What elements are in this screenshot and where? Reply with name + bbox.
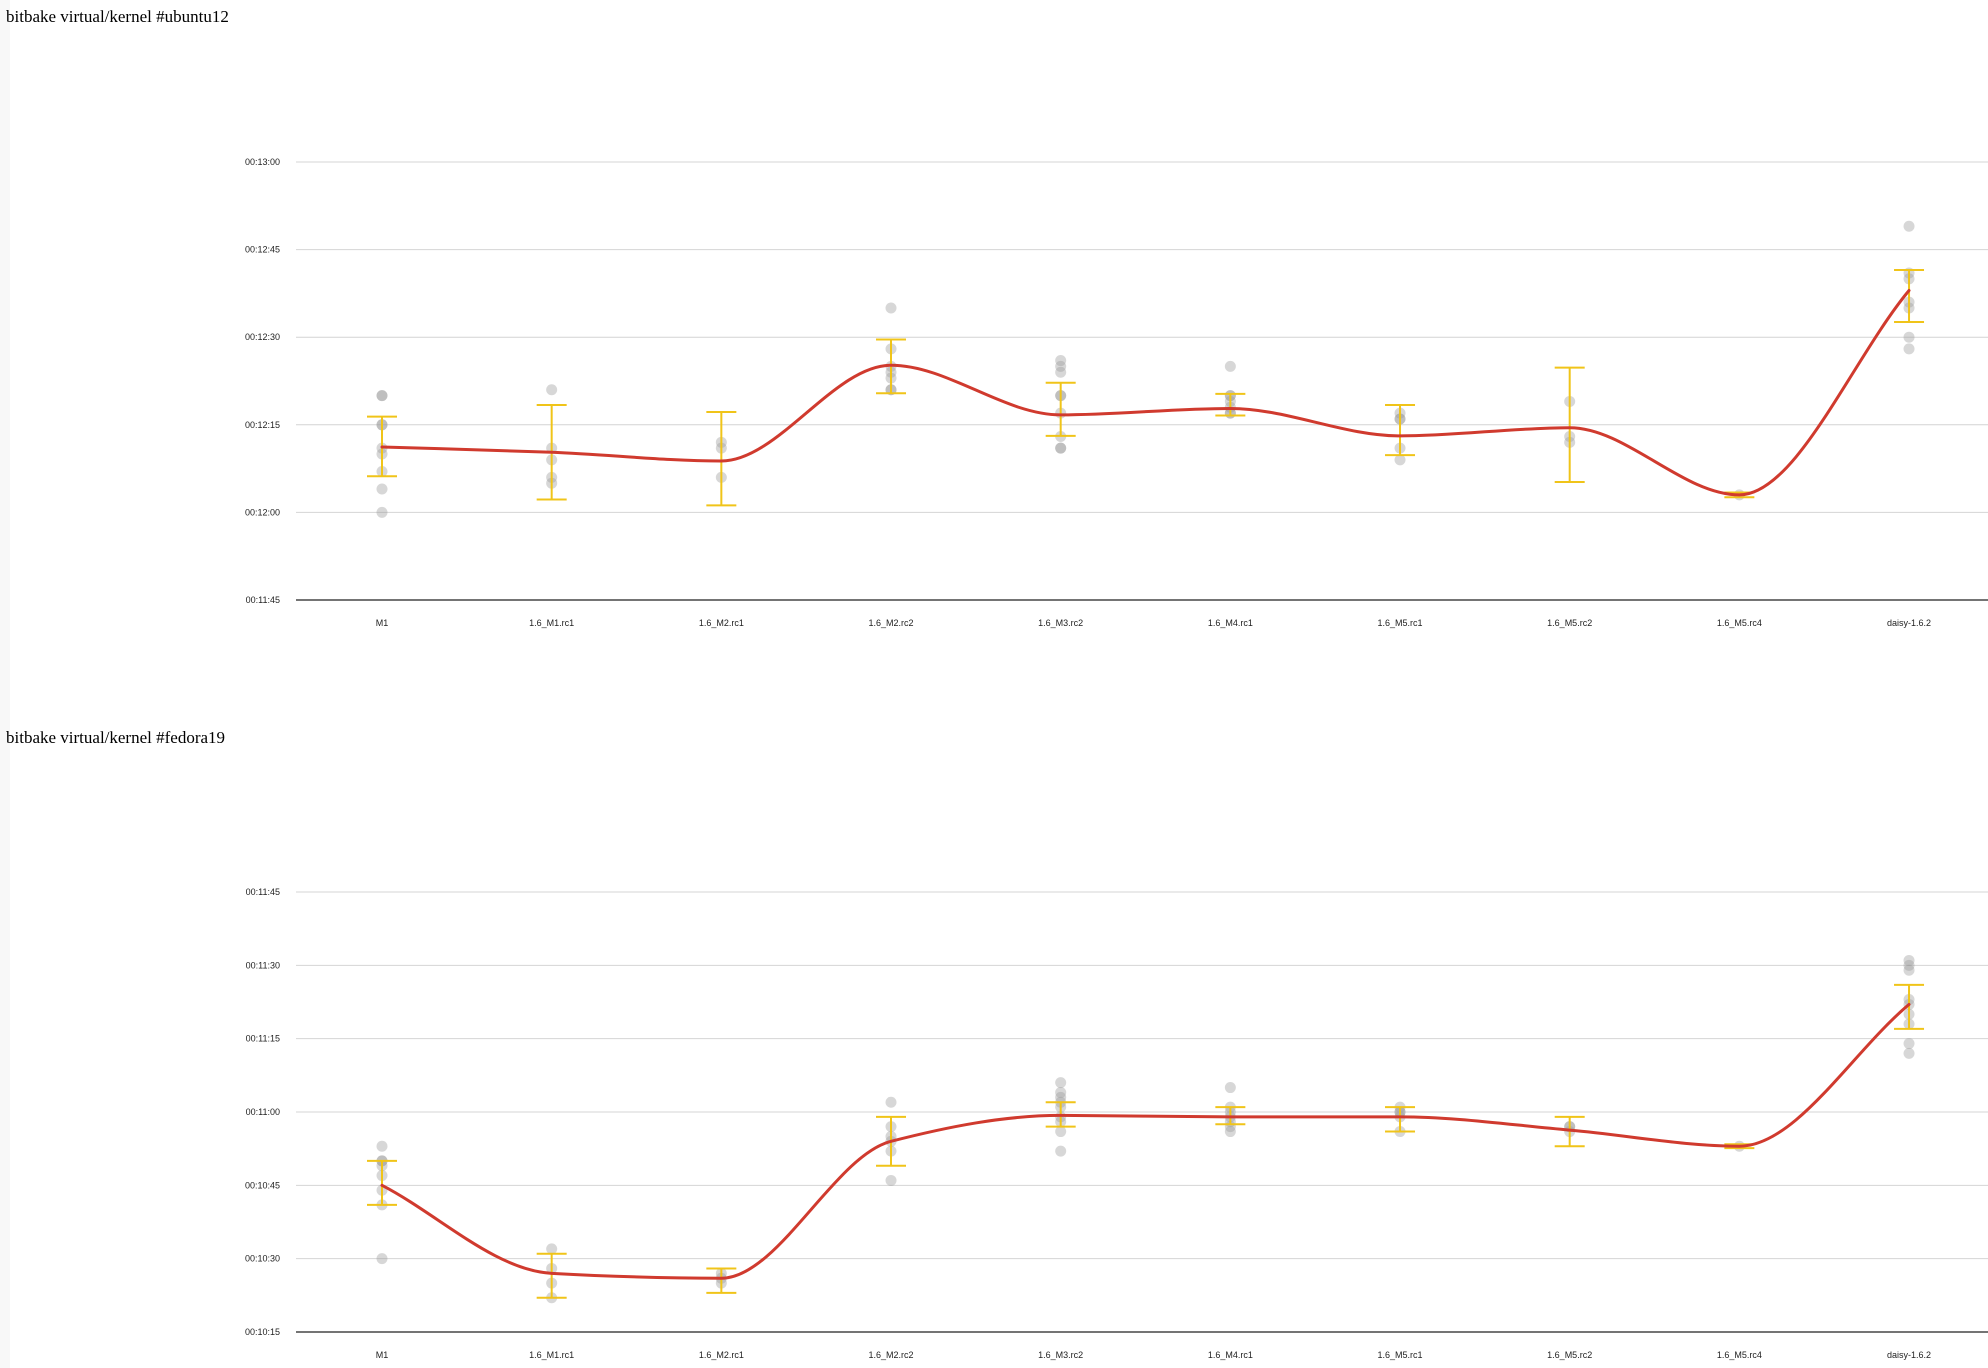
x-tick-label: 1.6_M5.rc2: [1547, 1350, 1592, 1360]
y-tick-label: 00:10:30: [245, 1254, 280, 1264]
sample-point: [376, 390, 388, 402]
sample-point: [1903, 959, 1915, 971]
x-tick-label: 1.6_M2.rc1: [699, 618, 744, 628]
sample-point: [1903, 343, 1915, 355]
sample-point: [1055, 360, 1067, 372]
error-bar: [536, 1252, 567, 1299]
y-tick-label: 00:10:45: [245, 1180, 280, 1190]
chart-title-fedora19: bitbake virtual/kernel #fedora19: [6, 728, 226, 747]
y-tick-label: 00:11:15: [246, 1034, 280, 1044]
sample-point: [546, 384, 558, 396]
sample-point: [1055, 366, 1067, 378]
sample-point: [1055, 442, 1067, 454]
y-tick-label: 00:12:15: [245, 420, 280, 430]
sample-point: [1224, 360, 1236, 372]
error-bar: [1215, 392, 1246, 417]
sample-point: [885, 1096, 897, 1108]
y-tick-label: 00:10:15: [245, 1327, 280, 1337]
y-tick-label: 00:11:45: [246, 887, 280, 897]
sample-point: [1055, 355, 1067, 367]
y-tick-label: 00:12:30: [245, 332, 280, 342]
chart-title-ubuntu12: bitbake virtual/kernel #ubuntu12: [6, 7, 229, 26]
sample-point: [376, 1253, 388, 1265]
error-bar: [367, 1159, 397, 1206]
x-tick-label: 1.6_M4.rc1: [1208, 1350, 1253, 1360]
mean-trend-line: [380, 1002, 1911, 1280]
page-left-strip: [0, 0, 10, 1368]
chart-ubuntu12: 00:11:45 00:12:00 00:12:15 00:12:30 00:12:45…: [245, 157, 1988, 628]
sample-point: [1055, 1145, 1067, 1157]
sample-point: [1903, 220, 1915, 232]
x-tick-label: 1.6_M1.rc1: [529, 618, 574, 628]
mean-trend-line: [380, 288, 1911, 497]
sample-point: [1055, 1126, 1067, 1138]
error-bar: [706, 1267, 737, 1294]
sample-point: [885, 1174, 897, 1186]
x-tick-label: 1.6_M5.rc1: [1378, 618, 1423, 628]
sample-point: [1394, 454, 1406, 466]
error-bar: [706, 410, 737, 507]
error-bar: [1385, 1106, 1416, 1133]
error-bar: [1554, 366, 1585, 484]
y-tick-label: 00:11:30: [246, 960, 280, 970]
error-bar: [1894, 269, 1925, 324]
sample-point: [1903, 964, 1915, 976]
x-tick-label: 1.6_M5.rc4: [1717, 618, 1762, 628]
error-bar: [1045, 381, 1076, 437]
x-tick-label: 1.6_M2.rc1: [699, 1350, 744, 1360]
x-tick-label: 1.6_M3.rc2: [1038, 618, 1083, 628]
error-bar: [1894, 983, 1925, 1030]
sample-point: [1903, 331, 1915, 343]
x-tick-label: 1.6_M5.rc4: [1717, 1350, 1762, 1360]
x-tick-label: 1.6_M1.rc1: [529, 1350, 574, 1360]
x-tick-label: 1.6_M5.rc1: [1378, 1350, 1423, 1360]
sample-point: [376, 1140, 388, 1152]
x-tick-label: 1.6_M5.rc2: [1547, 618, 1592, 628]
sample-point: [1903, 1047, 1915, 1059]
x-tick-label: 1.6_M2.rc2: [868, 618, 913, 628]
x-tick-label: daisy-1.6.2: [1887, 618, 1931, 628]
x-tick-label: 1.6_M3.rc2: [1038, 1350, 1083, 1360]
sample-point: [1903, 1038, 1915, 1050]
y-tick-label: 00:13:00: [245, 157, 280, 167]
sample-point: [376, 483, 388, 495]
x-tick-label: daisy-1.6.2: [1887, 1350, 1931, 1360]
y-tick-label: 00:12:00: [245, 507, 280, 517]
y-tick-label: 00:12:45: [245, 245, 280, 255]
sample-point: [885, 302, 897, 314]
y-tick-label: 00:11:45: [246, 595, 280, 605]
sample-point: [546, 1243, 558, 1255]
error-bar: [1385, 403, 1416, 457]
sample-point: [1224, 1082, 1236, 1094]
sample-point: [1055, 1077, 1067, 1089]
x-tick-label: M1: [376, 1350, 389, 1360]
sample-point: [1055, 1091, 1067, 1103]
x-tick-label: M1: [376, 618, 389, 628]
sample-point: [1903, 954, 1915, 966]
sample-point: [376, 390, 388, 402]
sample-point: [376, 506, 388, 518]
y-tick-label: 00:11:00: [246, 1107, 280, 1117]
sample-point: [1224, 1126, 1236, 1138]
x-tick-label: 1.6_M4.rc1: [1208, 618, 1253, 628]
sample-point: [1055, 442, 1067, 454]
x-tick-label: 1.6_M2.rc2: [868, 1350, 913, 1360]
sample-point: [1055, 1086, 1067, 1098]
chart-fedora19: 00:10:15 00:10:30 00:10:45 00:11:00 00:11:15…: [245, 887, 1988, 1360]
